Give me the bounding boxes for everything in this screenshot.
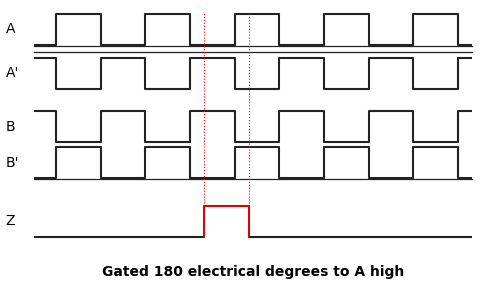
Text: Gated 180 electrical degrees to A high: Gated 180 electrical degrees to A high bbox=[102, 265, 404, 279]
Text: Z: Z bbox=[5, 214, 15, 228]
Text: B': B' bbox=[5, 156, 19, 170]
Text: A': A' bbox=[5, 66, 19, 80]
Text: A: A bbox=[5, 23, 15, 36]
Text: B: B bbox=[5, 120, 15, 133]
